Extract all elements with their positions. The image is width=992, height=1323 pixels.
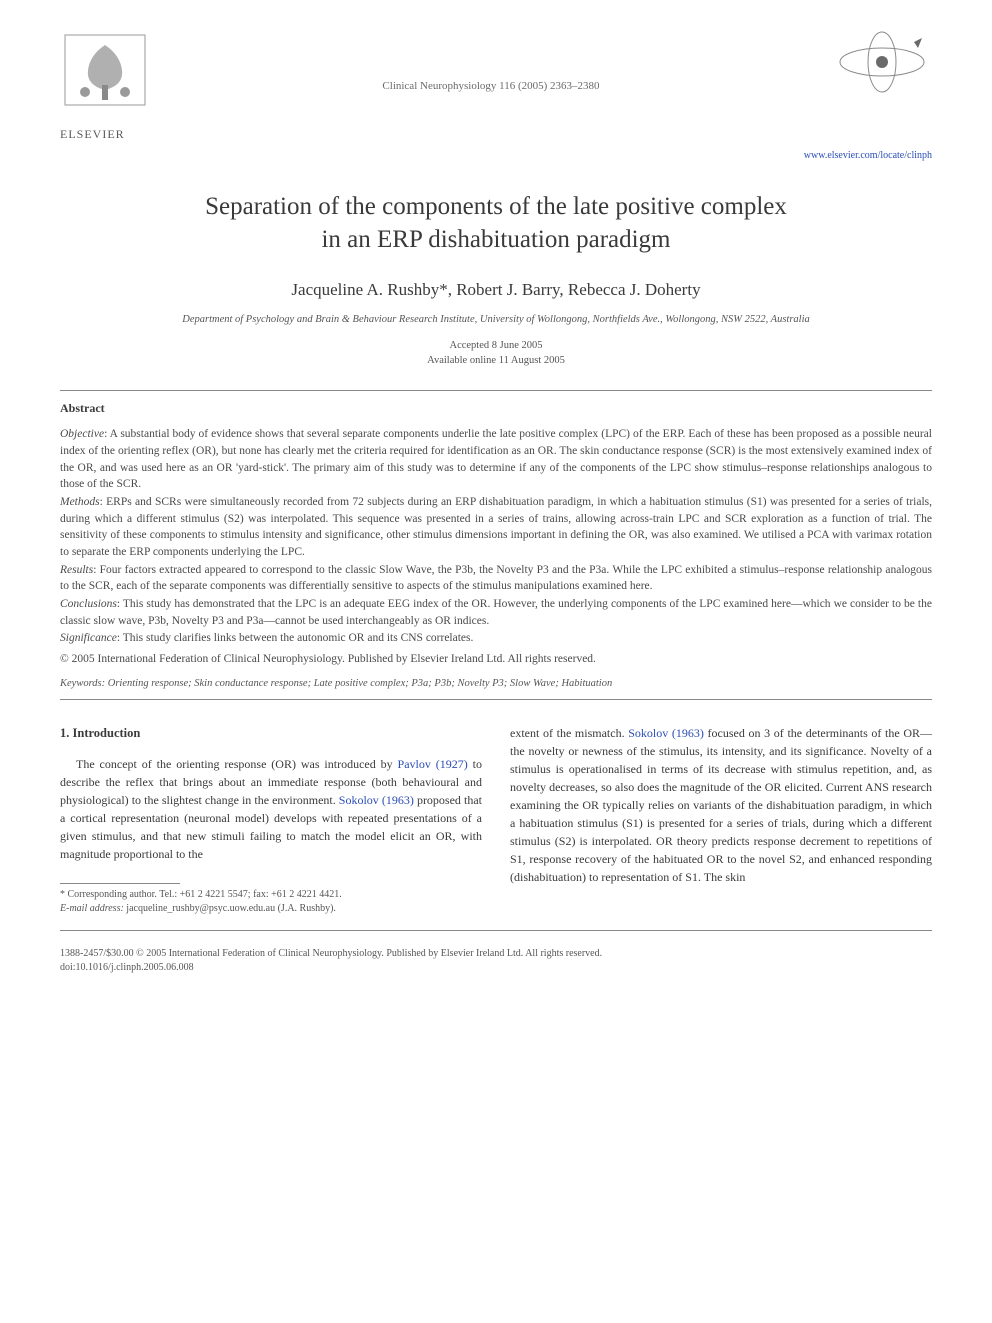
significance-text: : This study clarifies links between the…: [117, 632, 474, 644]
keywords-line: Keywords: Orienting response; Skin condu…: [60, 678, 932, 689]
header-row: ELSEVIER Clinical Neurophysiology 116 (2…: [60, 30, 932, 142]
rule-footer: [60, 930, 932, 931]
footer-doi: doi:10.1016/j.clinph.2005.06.008: [60, 961, 932, 975]
dates-block: Accepted 8 June 2005 Available online 11…: [60, 339, 932, 368]
available-date: Available online 11 August 2005: [427, 355, 565, 366]
abstract-results: Results: Four factors extracted appeared…: [60, 562, 932, 595]
results-label: Results: [60, 564, 93, 576]
abstract-body: Objective: A substantial body of evidenc…: [60, 426, 932, 667]
abstract-objective: Objective: A substantial body of evidenc…: [60, 426, 932, 493]
title-line-1: Separation of the components of the late…: [205, 193, 787, 220]
keywords-label: Keywords:: [60, 678, 105, 689]
rule-top: [60, 390, 932, 391]
affiliation: Department of Psychology and Brain & Beh…: [60, 314, 932, 325]
citation-sokolov-2[interactable]: Sokolov (1963): [628, 726, 704, 740]
email-address: jacqueline_rushby@psyc.uow.edu.au (J.A. …: [124, 903, 336, 914]
intro-paragraph-left: The concept of the orienting response (O…: [60, 755, 482, 863]
methods-label: Methods: [60, 496, 100, 508]
methods-text: : ERPs and SCRs were simultaneously reco…: [60, 496, 932, 558]
title-line-2: in an ERP dishabituation paradigm: [321, 226, 670, 253]
abstract-conclusions: Conclusions: This study has demonstrated…: [60, 596, 932, 629]
footer-copyright: 1388-2457/$30.00 © 2005 International Fe…: [60, 947, 932, 961]
footnote-rule: [60, 883, 180, 884]
site-link[interactable]: www.elsevier.com/locate/clinph: [60, 150, 932, 161]
rule-bottom: [60, 699, 932, 700]
journal-logo: [832, 30, 932, 95]
email-label: E-mail address:: [60, 903, 124, 914]
citation-pavlov[interactable]: Pavlov (1927): [398, 757, 468, 771]
objective-text: : A substantial body of evidence shows t…: [60, 428, 932, 490]
article-title: Separation of the components of the late…: [60, 191, 932, 256]
significance-label: Significance: [60, 632, 117, 644]
footnote-block: * Corresponding author. Tel.: +61 2 4221…: [60, 888, 482, 916]
abstract-copyright: © 2005 International Federation of Clini…: [60, 651, 932, 668]
conclusions-label: Conclusions: [60, 598, 117, 610]
abstract-methods: Methods: ERPs and SCRs were simultaneous…: [60, 494, 932, 561]
corresponding-author: * Corresponding author. Tel.: +61 2 4221…: [60, 888, 482, 902]
results-text: : Four factors extracted appeared to cor…: [60, 564, 932, 593]
publisher-logo-block: ELSEVIER: [60, 30, 150, 142]
authors: Jacqueline A. Rushby*, Robert J. Barry, …: [60, 280, 932, 300]
column-right: extent of the mismatch. Sokolov (1963) f…: [510, 724, 932, 916]
footer-block: 1388-2457/$30.00 © 2005 International Fe…: [60, 947, 932, 975]
elsevier-tree-logo: [60, 30, 150, 120]
column-left: 1. Introduction The concept of the orien…: [60, 724, 482, 916]
email-line: E-mail address: jacqueline_rushby@psyc.u…: [60, 902, 482, 916]
journal-logo-block: [832, 30, 932, 100]
publisher-name: ELSEVIER: [60, 127, 150, 142]
abstract-significance: Significance: This study clarifies links…: [60, 630, 932, 647]
intro-paragraph-right: extent of the mismatch. Sokolov (1963) f…: [510, 724, 932, 886]
section-1-heading: 1. Introduction: [60, 724, 482, 743]
conclusions-text: : This study has demonstrated that the L…: [60, 598, 932, 627]
body-columns: 1. Introduction The concept of the orien…: [60, 724, 932, 916]
accepted-date: Accepted 8 June 2005: [449, 340, 542, 351]
journal-reference: Clinical Neurophysiology 116 (2005) 2363…: [150, 80, 832, 92]
abstract-heading: Abstract: [60, 401, 932, 416]
keywords-text: Orienting response; Skin conductance res…: [105, 678, 612, 689]
objective-label: Objective: [60, 428, 104, 440]
citation-sokolov-1[interactable]: Sokolov (1963): [339, 793, 414, 807]
